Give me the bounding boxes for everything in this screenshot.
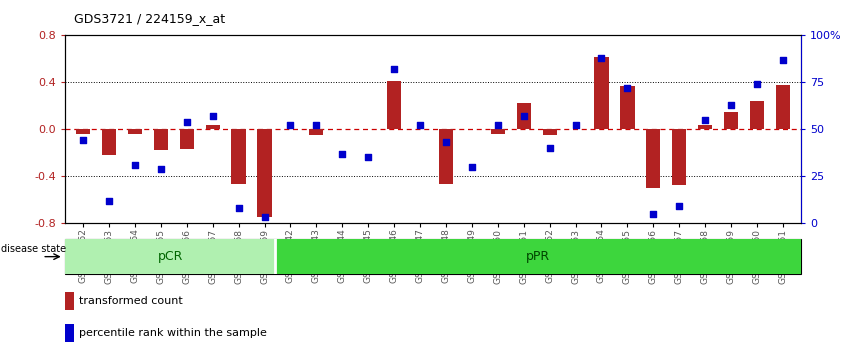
Bar <box>646 129 661 188</box>
Bar <box>750 101 764 129</box>
Point <box>465 164 479 170</box>
Bar <box>275 239 801 274</box>
Point <box>595 55 609 61</box>
Bar <box>309 129 324 135</box>
Bar <box>517 103 531 129</box>
Point <box>180 119 194 125</box>
Point <box>154 166 168 171</box>
Point <box>387 66 401 72</box>
Point <box>543 145 557 151</box>
Bar <box>672 129 687 185</box>
Bar <box>154 129 168 150</box>
Text: transformed count: transformed count <box>79 296 183 306</box>
Point <box>361 154 375 160</box>
Point <box>750 81 764 87</box>
Bar <box>439 129 453 184</box>
Point <box>309 122 323 128</box>
Point <box>439 139 453 145</box>
Point <box>517 113 531 119</box>
Point <box>128 162 142 168</box>
Bar <box>65 239 275 274</box>
Point <box>646 211 660 217</box>
Bar <box>102 129 116 155</box>
Point <box>102 198 116 203</box>
Point <box>672 203 686 209</box>
Point <box>76 138 90 143</box>
Point <box>206 113 220 119</box>
Bar <box>594 57 609 129</box>
Text: GDS3721 / 224159_x_at: GDS3721 / 224159_x_at <box>74 12 225 25</box>
Point <box>724 102 738 108</box>
Bar <box>179 129 194 149</box>
Bar <box>76 129 90 134</box>
Point <box>283 122 297 128</box>
Bar <box>724 112 738 129</box>
Text: disease state: disease state <box>2 244 67 254</box>
Bar <box>128 129 142 134</box>
Point <box>569 122 583 128</box>
Bar <box>65 324 74 342</box>
Text: percentile rank within the sample: percentile rank within the sample <box>79 328 267 338</box>
Bar <box>542 129 557 135</box>
Text: pPR: pPR <box>526 250 550 263</box>
Point <box>698 117 712 123</box>
Bar <box>620 86 635 129</box>
Point <box>620 85 634 91</box>
Point <box>413 122 427 128</box>
Point <box>776 57 790 63</box>
Point <box>232 205 246 211</box>
Bar <box>65 292 74 310</box>
Bar <box>387 81 401 129</box>
Bar <box>231 129 246 184</box>
Point <box>335 151 349 156</box>
Bar <box>491 129 505 134</box>
Bar <box>776 85 790 129</box>
Bar <box>257 129 272 217</box>
Bar <box>698 125 712 129</box>
Point <box>257 215 271 220</box>
Point <box>491 122 505 128</box>
Text: pCR: pCR <box>158 250 183 263</box>
Bar <box>205 125 220 129</box>
